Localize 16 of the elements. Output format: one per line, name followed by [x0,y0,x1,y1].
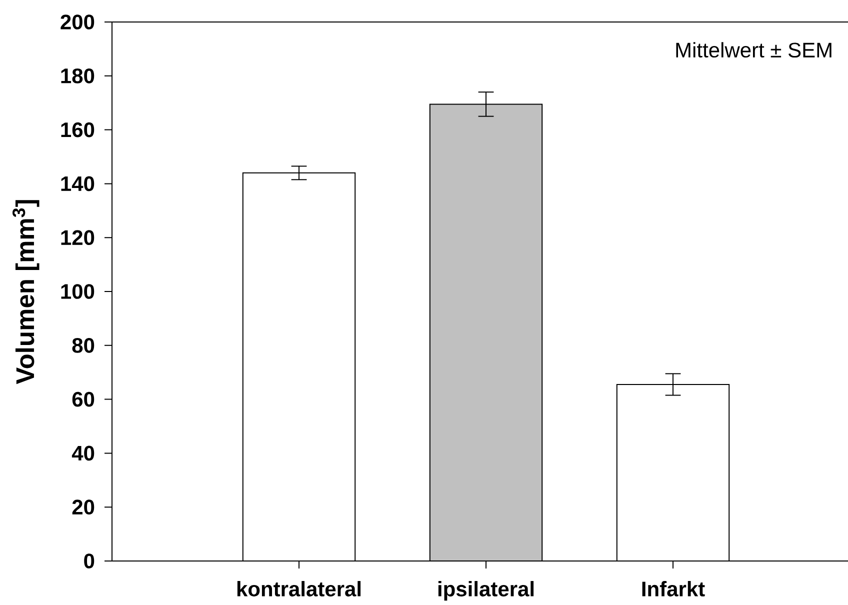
y-axis-title: Volumen [mm$^{3}$] [12,200,40,384]
y-tick-label: 160 [61,122,94,138]
x-tick-label: kontralateral [237,581,361,596]
y-tick-label: 80 [72,338,94,353]
y-tick-label: 200 [60,14,94,30]
y-tick-label: 120 [61,230,94,246]
x-tick-label: Infarkt [642,581,705,596]
y-tick-label: 60 [72,392,94,407]
y-tick-label: 0 [84,554,94,568]
x-tick-label: ipsilateral [438,581,534,601]
annotation: Mittelwert ± SEM [676,42,832,58]
y-tick-label: 180 [61,68,94,84]
y-tick-label: 40 [72,446,94,461]
y-tick-label: 20 [72,500,94,515]
y-tick-label: 100 [61,284,94,299]
y-tick-label: 140 [61,176,94,192]
